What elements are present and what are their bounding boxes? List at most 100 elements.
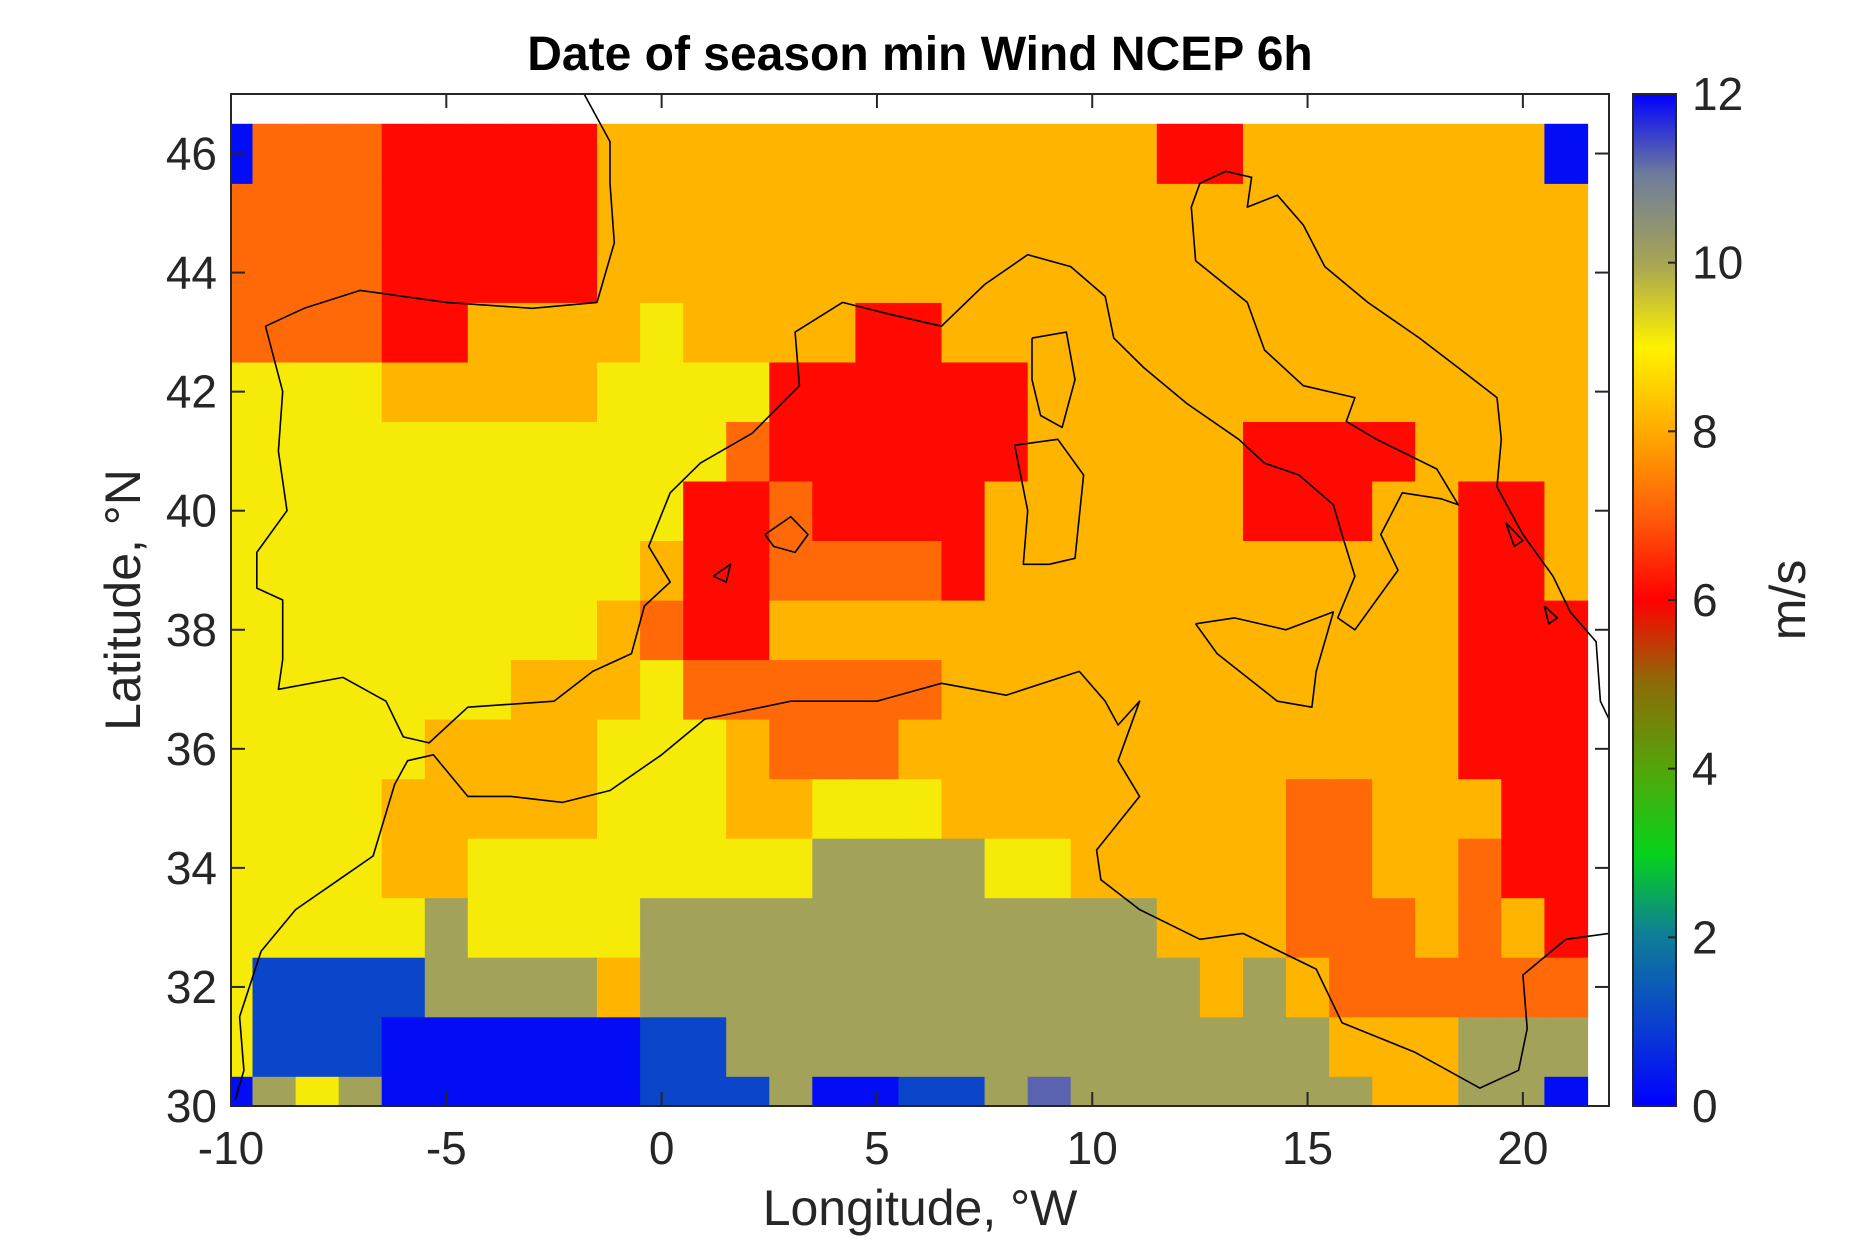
colorbar-tick-label: 2 xyxy=(1692,911,1718,963)
heatmap-cell xyxy=(1458,659,1502,720)
heatmap-cell xyxy=(640,659,684,720)
heatmap-cell xyxy=(252,183,297,244)
heatmap-cell xyxy=(1544,838,1589,899)
heatmap-cell xyxy=(1113,421,1158,482)
heatmap-cell xyxy=(231,421,254,482)
heatmap-cell xyxy=(1156,659,1201,720)
heatmap-cell xyxy=(381,540,426,601)
heatmap-cell xyxy=(467,302,512,363)
heatmap-cell xyxy=(381,242,426,303)
heatmap-cell xyxy=(941,719,986,780)
heatmap-cell xyxy=(855,957,900,1018)
heatmap-cell xyxy=(769,480,813,541)
heatmap-cell xyxy=(683,719,727,780)
heatmap-cell xyxy=(554,719,598,780)
heatmap-cell xyxy=(252,659,297,720)
heatmap-cell xyxy=(726,897,770,958)
heatmap-cell xyxy=(1329,421,1373,482)
heatmap-cell xyxy=(640,302,684,363)
heatmap-cell xyxy=(1027,957,1072,1018)
heatmap-cell xyxy=(769,957,813,1018)
heatmap-cell xyxy=(1156,480,1201,541)
heatmap-cell xyxy=(726,361,770,422)
heatmap-cell xyxy=(941,778,986,839)
heatmap-cell xyxy=(1415,302,1459,363)
heatmap-cell xyxy=(941,957,986,1018)
heatmap-cell xyxy=(941,480,986,541)
heatmap-cell xyxy=(554,421,598,482)
heatmap-cell xyxy=(769,421,813,482)
heatmap-cell xyxy=(1415,361,1459,422)
heatmap-cell xyxy=(898,183,943,244)
heatmap-cell xyxy=(1501,302,1545,363)
colorbar-label: m/s xyxy=(1760,560,1816,641)
heatmap-cell xyxy=(683,1016,727,1077)
heatmap-cell xyxy=(1199,480,1244,541)
heatmap-cell xyxy=(381,1076,426,1107)
heatmap-cell xyxy=(467,897,512,958)
heatmap-cell xyxy=(381,1016,426,1077)
heatmap-cell xyxy=(1156,600,1201,661)
heatmap-cell xyxy=(1156,361,1201,422)
coastline-path xyxy=(712,563,732,583)
heatmap-cell xyxy=(726,1076,770,1107)
heatmap-cell xyxy=(338,183,383,244)
heatmap-cell xyxy=(1415,242,1459,303)
heatmap-cell xyxy=(231,897,254,958)
heatmap-cell xyxy=(510,1016,555,1077)
heatmap-cell xyxy=(1501,183,1545,244)
heatmap-cell xyxy=(769,540,813,601)
heatmap-cell xyxy=(1199,421,1244,482)
heatmap-cell xyxy=(381,897,426,958)
heatmap-cell xyxy=(1113,600,1158,661)
heatmap-cell xyxy=(1544,719,1589,780)
heatmap-cell xyxy=(1199,540,1244,601)
coastline-path xyxy=(764,515,809,554)
heatmap-cell xyxy=(1458,897,1502,958)
heatmap-cell xyxy=(338,600,383,661)
heatmap-cell xyxy=(424,897,469,958)
heatmap-cell xyxy=(252,302,297,363)
heatmap-cell xyxy=(597,480,641,541)
heatmap-cell xyxy=(1156,1076,1201,1107)
heatmap-cell xyxy=(812,302,856,363)
heatmap-cell xyxy=(683,361,727,422)
heatmap-cell xyxy=(812,838,856,899)
heatmap-cell xyxy=(984,838,1029,899)
heatmap-cell xyxy=(640,361,684,422)
heatmap-cell xyxy=(252,719,297,780)
heatmap-cell xyxy=(1329,600,1373,661)
heatmap-cell xyxy=(231,659,254,720)
heatmap-cell xyxy=(1113,897,1158,958)
heatmap-cell xyxy=(1243,778,1287,839)
heatmap-cell xyxy=(1243,540,1287,601)
heatmap-cell xyxy=(338,540,383,601)
heatmap-cell xyxy=(510,659,555,720)
heatmap-cell xyxy=(1027,600,1072,661)
heatmap-cell xyxy=(424,540,469,601)
heatmap-cell xyxy=(1372,778,1416,839)
heatmap-cell xyxy=(597,600,641,661)
heatmap-cell xyxy=(726,123,770,184)
heatmap-cell xyxy=(1458,838,1502,899)
heatmap-cell xyxy=(984,242,1029,303)
heatmap-cell xyxy=(769,1016,813,1077)
heatmap-cell xyxy=(1415,421,1459,482)
heatmap-cell xyxy=(1243,600,1287,661)
heatmap-cell xyxy=(640,242,684,303)
heatmap-cell xyxy=(1027,719,1072,780)
heatmap-cell xyxy=(683,1076,727,1107)
heatmap-cell xyxy=(898,600,943,661)
heatmap-cell xyxy=(812,480,856,541)
heatmap-cell xyxy=(941,540,986,601)
heatmap-cell xyxy=(1070,719,1115,780)
heatmap-cell xyxy=(898,778,943,839)
heatmap-cell xyxy=(1070,897,1115,958)
heatmap-cell xyxy=(1027,540,1072,601)
heatmap-cell xyxy=(597,1076,641,1107)
heatmap-cell xyxy=(769,183,813,244)
heatmap-cell xyxy=(467,480,512,541)
heatmap-cell xyxy=(898,242,943,303)
heatmap-cell xyxy=(554,1016,598,1077)
heatmap-cell xyxy=(812,659,856,720)
